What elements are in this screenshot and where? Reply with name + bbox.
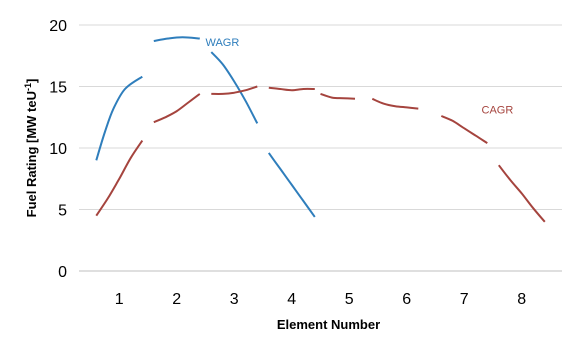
x-tick-label-5: 5 (345, 291, 354, 308)
series-cagr-segment-2 (153, 93, 201, 124)
y-tick-label-15: 15 (49, 80, 67, 97)
series-wagr-segment-2 (153, 36, 200, 42)
y-axis-title-close: ] (24, 79, 39, 83)
x-axis-title: Element Number (277, 317, 380, 332)
series-label-wagr: WAGR (206, 37, 240, 49)
series-cagr-segment-5 (320, 92, 356, 100)
series-label-cagr: CAGR (482, 105, 514, 117)
x-tick-label-4: 4 (287, 291, 296, 308)
series-cagr-segment-1 (95, 140, 144, 217)
series-wagr (95, 36, 316, 218)
gridlines (79, 24, 562, 210)
x-tick-label-2: 2 (172, 291, 181, 308)
y-axis-title-superscript: -1 (23, 83, 33, 91)
series-wagr-segment-4 (267, 152, 316, 218)
x-tick-label-6: 6 (402, 291, 411, 308)
x-tick-label-3: 3 (230, 291, 239, 308)
x-tick-label-1: 1 (115, 291, 124, 308)
series-wagr-segment-3 (210, 51, 259, 124)
series-cagr-segment-3 (211, 85, 258, 95)
x-tick-label-8: 8 (517, 291, 526, 308)
y-tick-label-20: 20 (49, 18, 67, 35)
series-cagr-segment-6 (371, 97, 419, 110)
y-axis-title-main: Fuel Rating [MW teU (24, 91, 39, 217)
x-tick-label-7: 7 (460, 291, 469, 308)
y-tick-label-0: 0 (58, 264, 67, 281)
y-axis-title: Fuel Rating [MW teU-1] (23, 79, 39, 218)
series-cagr-segment-8 (498, 164, 546, 223)
series-lines (95, 36, 546, 223)
series-cagr (95, 85, 546, 223)
y-tick-label-5: 5 (58, 203, 67, 220)
series-wagr-segment-1 (95, 75, 143, 161)
y-tick-label-10: 10 (49, 141, 67, 158)
chart-labels: 0 5 10 15 20 1 2 3 4 5 6 7 8 Element Number Fuel Ratin… (23, 18, 526, 332)
series-cagr-segment-4 (268, 86, 315, 92)
series-cagr-segment-7 (440, 115, 488, 144)
